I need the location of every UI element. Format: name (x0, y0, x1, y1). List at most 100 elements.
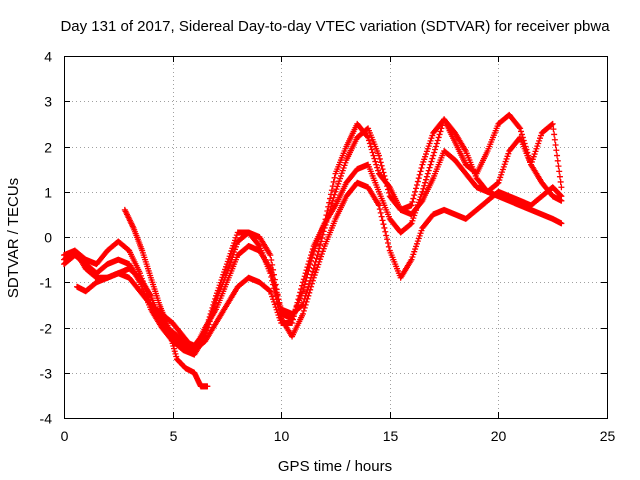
data-point (385, 243, 392, 250)
data-point (366, 140, 373, 147)
data-point (307, 255, 314, 262)
data-point (413, 181, 420, 188)
data-point (267, 270, 274, 277)
data-points (61, 111, 565, 390)
data-point (305, 261, 312, 268)
data-point (266, 287, 273, 294)
data-point (299, 279, 306, 286)
data-point (376, 155, 383, 162)
data-point (425, 167, 432, 174)
data-point (434, 137, 441, 144)
data-point (423, 173, 430, 180)
data-point (370, 152, 377, 159)
data-point (306, 258, 313, 265)
data-point (412, 188, 419, 195)
data-point (555, 163, 562, 170)
data-point (558, 193, 565, 200)
x-tick-label: 15 (383, 428, 399, 444)
data-point (293, 303, 300, 310)
data-point (327, 191, 334, 198)
data-point (212, 295, 219, 302)
y-tick-label: -3 (40, 366, 53, 382)
data-point (268, 257, 275, 264)
data-point (378, 213, 385, 220)
data-point (268, 273, 275, 280)
data-point (203, 326, 210, 333)
data-point (210, 301, 217, 308)
data-point (209, 304, 216, 311)
data-point (432, 143, 439, 150)
data-point (436, 131, 443, 138)
data-point (310, 265, 317, 272)
data-point (417, 168, 424, 175)
data-point (418, 164, 425, 171)
data-point (372, 158, 379, 165)
x-axis-label: GPS time / hours (278, 458, 392, 475)
data-point (300, 276, 307, 283)
data-point (202, 329, 209, 336)
data-point (204, 319, 211, 326)
data-point (271, 276, 278, 283)
data-point (373, 161, 380, 168)
data-point (556, 173, 563, 180)
data-point (205, 316, 212, 323)
data-point (551, 136, 558, 143)
data-point (416, 171, 423, 178)
data-point (379, 166, 386, 173)
data-point (381, 224, 388, 231)
series-track-3 (61, 116, 565, 354)
data-point (301, 273, 308, 280)
data-point (331, 174, 338, 181)
data-point (303, 267, 310, 274)
data-point (297, 289, 304, 296)
data-point (203, 322, 210, 329)
data-point (365, 134, 372, 141)
y-axis-label: SDTVAR / TECUs (5, 178, 22, 298)
data-point (269, 277, 276, 284)
data-point (379, 217, 386, 224)
grid (64, 56, 607, 418)
data-point (375, 167, 382, 174)
data-point (411, 192, 418, 199)
data-point (292, 306, 299, 313)
data-point (255, 241, 262, 248)
data-point (317, 241, 324, 248)
y-tick-label: -1 (40, 275, 53, 291)
data-point (437, 128, 444, 135)
y-tick-label: 0 (44, 230, 52, 246)
y-tick-label: -4 (40, 411, 53, 427)
data-point (273, 296, 280, 303)
y-tick-label: 3 (44, 94, 52, 110)
data-point (308, 283, 315, 290)
data-point (270, 285, 277, 292)
data-point (433, 140, 440, 147)
data-point (424, 170, 431, 177)
data-point (549, 120, 556, 127)
x-tick-label: 20 (491, 428, 507, 444)
data-point (326, 199, 333, 206)
data-point (291, 309, 298, 316)
data-point (328, 187, 335, 194)
data-point (557, 192, 564, 199)
y-tick-label: 4 (44, 49, 52, 65)
data-point (383, 232, 390, 239)
data-point (211, 298, 218, 305)
data-point (517, 125, 524, 132)
data-point (378, 162, 385, 169)
data-point (435, 134, 442, 141)
data-point (267, 252, 274, 259)
data-point (518, 131, 525, 138)
data-point (551, 131, 558, 138)
data-point (439, 122, 446, 129)
data-point (429, 155, 436, 162)
data-point (438, 125, 445, 132)
data-point (368, 146, 375, 153)
data-point (422, 179, 429, 186)
data-point (302, 301, 309, 308)
x-tick-label: 10 (274, 428, 290, 444)
data-point (308, 280, 315, 287)
chart-title: Day 131 of 2017, Sidereal Day-to-day VTE… (60, 18, 610, 35)
data-point (410, 195, 417, 202)
data-point (415, 175, 422, 182)
